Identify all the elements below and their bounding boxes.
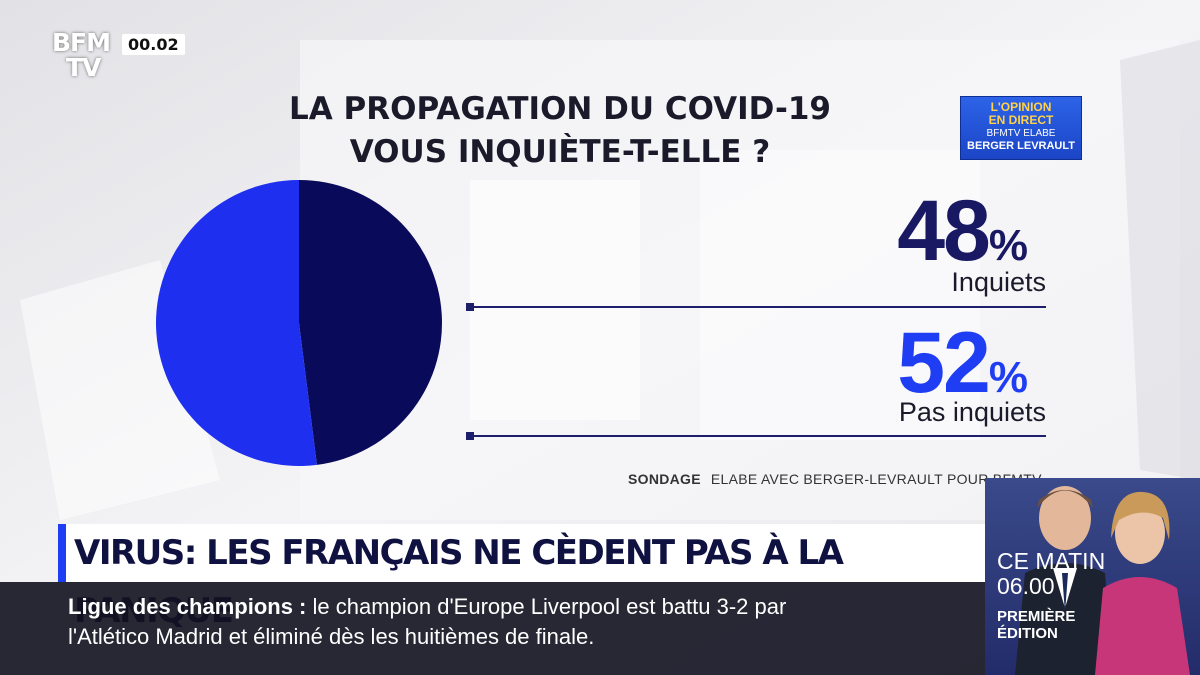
news-ticker: Ligue des champions : le champion d'Euro… [0,582,985,675]
ticker-lead: Ligue des champions : [68,594,307,619]
chart-title: LA PROPAGATION DU COVID-19 VOUS INQUIÈTE… [230,88,890,174]
chart-title-line1: LA PROPAGATION DU COVID-19 [289,91,831,127]
source-text: ELABE AVEC BERGER-LEVRAULT POUR BFMTV [710,471,1042,487]
poll-source: SONDAGE ELABE AVEC BERGER-LEVRAULT POUR B… [628,471,1042,487]
badge-line1: L'OPINION [990,100,1052,114]
stat-inquiets-label: Inquiets [951,267,1046,297]
headline-text: VIRUS: LES FRANÇAIS NE CÈDENT PAS À LA P… [74,533,844,631]
stat-pas-inquiets-value: 52% [897,315,1028,411]
source-label: SONDAGE [628,471,701,487]
ticker-line1-text: le champion d'Europe Liverpool est battu… [312,594,787,619]
headline-banner: VIRUS: LES FRANÇAIS NE CÈDENT PAS À LA P… [58,524,985,631]
presenters-photo [1015,486,1190,675]
pie-slice-pas-inquiets [156,180,317,466]
presenters-panel: CE MATIN 06.00 PREMIÈRE ÉDITION [985,478,1200,675]
badge-line4: BERGER LEVRAULT [967,140,1075,152]
logo-text-bfm: BFM [52,28,111,57]
badge-line2: EN DIRECT [988,113,1054,127]
divider-line [466,432,1046,440]
ticker-line1: Ligue des champions : le champion d'Euro… [68,594,786,620]
presenters-line2: 06.00 [997,573,1055,599]
pie-slice-inquiets [299,180,443,465]
ticker-line2: l'Atlético Madrid et éliminé dès les hui… [68,624,595,649]
presenters-line1: CE MATIN [997,548,1106,574]
headline-accent [58,524,66,582]
stat-pas-inquiets-label: Pas inquiets [898,397,1046,427]
opinion-en-direct-badge: L'OPINION EN DIRECT BFMTV ELABE BERGER L… [960,96,1082,160]
divider-line [466,303,1046,311]
chart-title-line2: VOUS INQUIÈTE-T-ELLE ? [349,134,771,170]
pie-chart [156,180,443,466]
badge-line3: BFMTV ELABE [986,128,1056,139]
presenters-line3: PREMIÈRE ÉDITION [997,608,1076,642]
clock: 00.02 [122,34,185,55]
stat-inquiets-value: 48% [897,183,1028,279]
bfmtv-logo: BFM TV [52,30,122,88]
logo-text-tv: TV [66,53,101,82]
